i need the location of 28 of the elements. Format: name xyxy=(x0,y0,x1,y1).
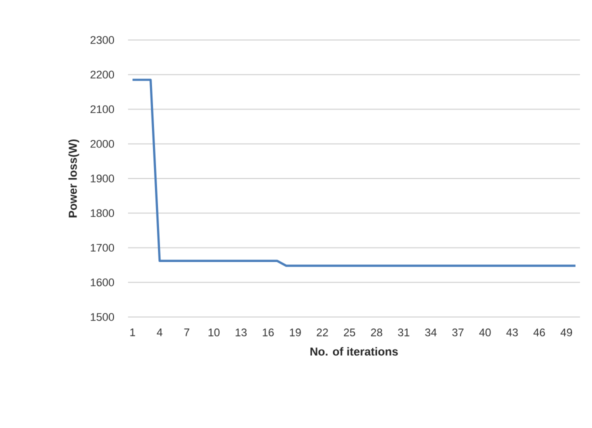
x-tick-label: 22 xyxy=(316,328,328,336)
x-tick-label: 25 xyxy=(344,328,356,336)
y-axis-title: Power loss(W) xyxy=(68,139,80,218)
y-tick-label: 2200 xyxy=(90,70,114,79)
x-tick-label: 31 xyxy=(398,328,410,336)
y-tick-label: 1900 xyxy=(90,174,114,182)
x-tick-label: 46 xyxy=(533,328,545,336)
y-tick-label: 2000 xyxy=(90,140,114,148)
x-tick-label: 7 xyxy=(184,328,190,336)
x-tick-label: 19 xyxy=(290,328,301,336)
x-tick-label: 28 xyxy=(371,328,382,336)
y-tick-label: 2100 xyxy=(90,105,114,114)
y-tick-label: 1700 xyxy=(90,244,114,252)
y-tick-label: 1600 xyxy=(90,278,114,286)
x-tick-label: 49 xyxy=(560,328,572,336)
y-tick-label: 2300 xyxy=(90,36,114,44)
x-tick-label: 34 xyxy=(425,328,437,336)
x-tick-label: 43 xyxy=(506,328,518,336)
x-tick-label: 37 xyxy=(452,328,464,336)
x-axis-title: No. of iterations xyxy=(310,347,398,356)
x-tick-label: 13 xyxy=(236,328,247,336)
x-tick-label: 10 xyxy=(208,328,220,336)
y-tick-label: 1800 xyxy=(90,209,114,218)
x-tick-label: 4 xyxy=(156,328,162,336)
x-tick-label: 1 xyxy=(130,328,136,336)
x-tick-label: 40 xyxy=(479,328,491,336)
x-tick-label: 16 xyxy=(262,328,274,336)
y-tick-label: 1500 xyxy=(90,313,114,321)
